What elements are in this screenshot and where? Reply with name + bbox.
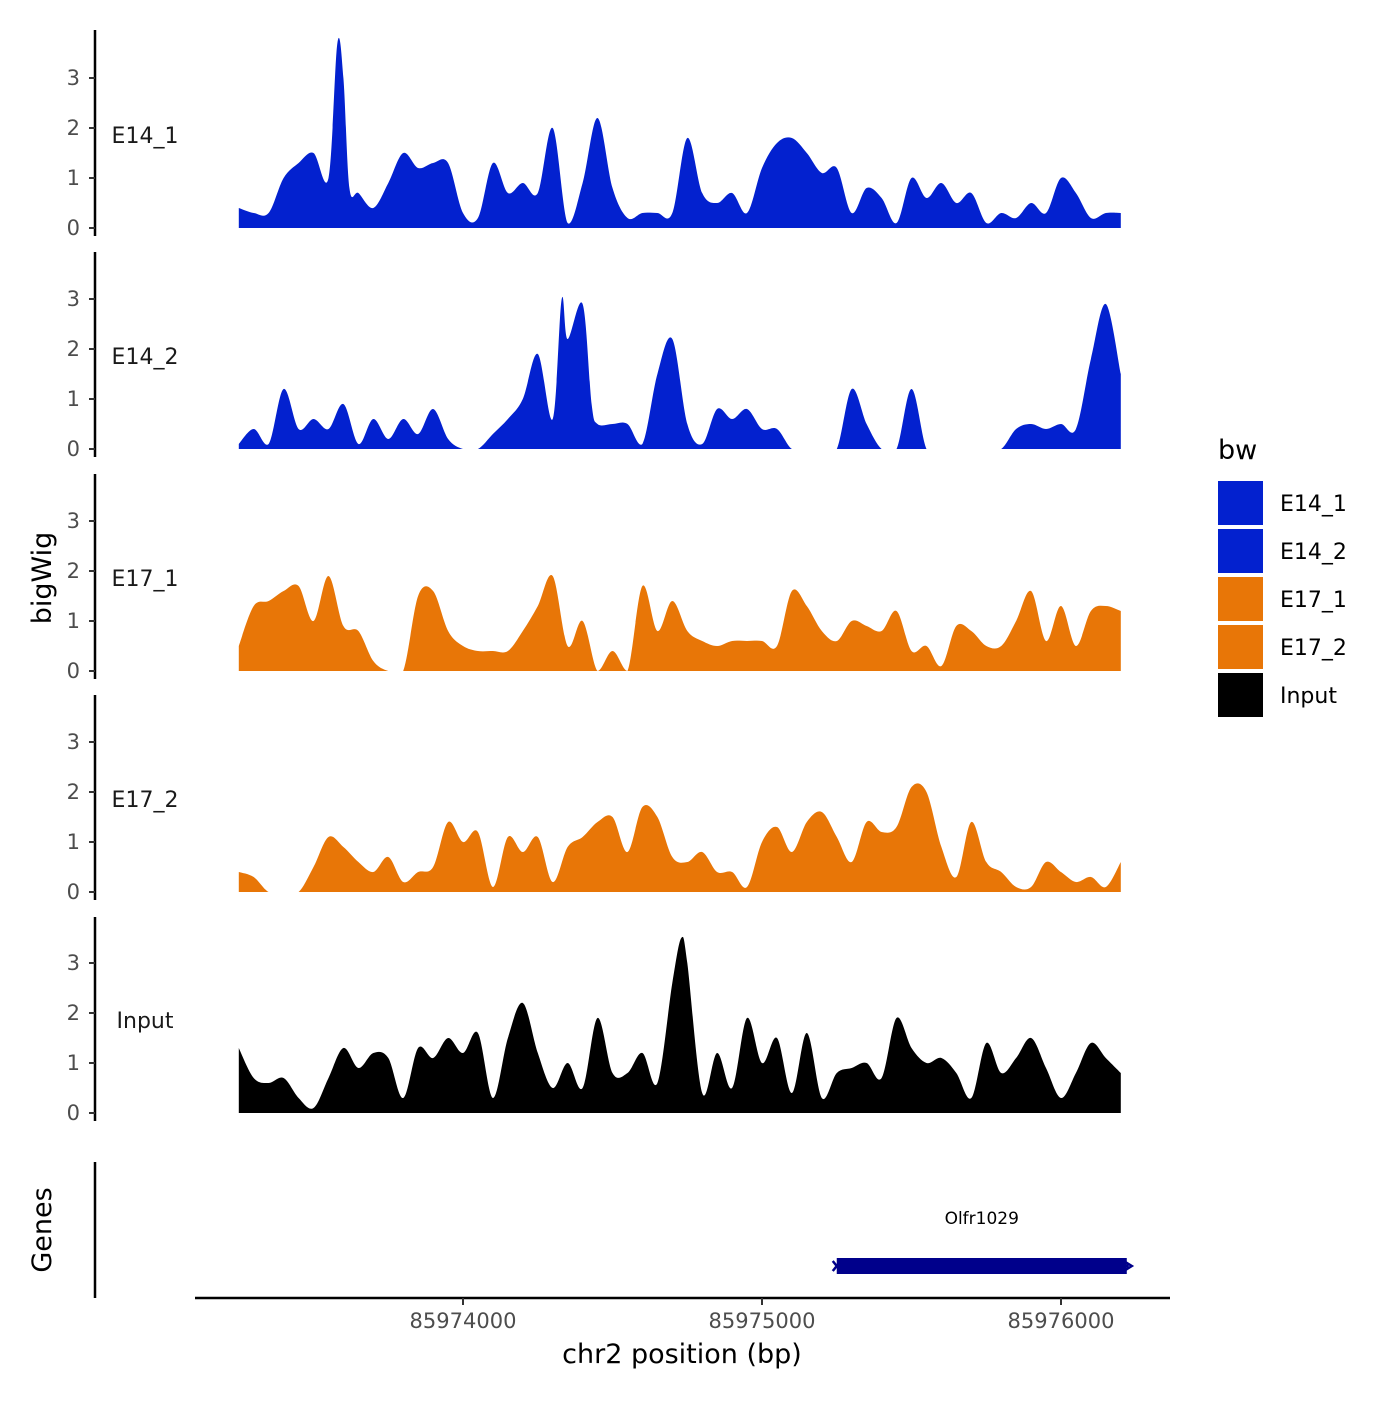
legend-item-input: Input — [1218, 673, 1337, 717]
legend: bw E14_1 E14_2 E17_1 E17_2 Input — [1218, 435, 1347, 717]
gene-olfr1029: Olfr1029 — [831, 1209, 1135, 1274]
y-tick-label: 2 — [67, 116, 80, 140]
legend-label: Input — [1280, 684, 1337, 709]
track-label-input: Input — [117, 1009, 174, 1034]
track-panel-e14-2: 0 1 2 3 E14_2 — [67, 252, 1121, 461]
gene-track-title: Genes — [27, 1187, 58, 1272]
y-tick-label: 1 — [67, 830, 80, 854]
x-tick-label: 85975000 — [709, 1309, 816, 1333]
strand-arrow-icon — [831, 1260, 842, 1272]
strand-end-icon — [1123, 1259, 1135, 1273]
gene-track: Genes Olfr1029 — [27, 1162, 1135, 1298]
signal-area-e17-1 — [238, 574, 1121, 671]
legend-title: bw — [1218, 435, 1257, 466]
legend-item-e14-1: E14_1 — [1218, 481, 1347, 525]
y-tick-label: 0 — [67, 216, 80, 240]
track-label-e17-1: E17_1 — [112, 567, 179, 592]
legend-swatch — [1218, 529, 1263, 573]
legend-item-e17-1: E17_1 — [1218, 577, 1347, 621]
x-tick-label: 85976000 — [1008, 1309, 1115, 1333]
y-tick-label: 2 — [67, 337, 80, 361]
legend-swatch — [1218, 625, 1263, 669]
legend-item-e17-2: E17_2 — [1218, 625, 1347, 669]
legend-swatch — [1218, 673, 1263, 717]
track-panel-e14-1: 0 1 2 3 E14_1 — [67, 30, 1121, 240]
legend-label: E17_2 — [1280, 636, 1347, 661]
legend-label: E17_1 — [1280, 588, 1347, 613]
y-tick-label: 3 — [67, 730, 80, 754]
y-tick-label: 0 — [67, 437, 80, 461]
signal-area-e14-2 — [238, 296, 1121, 449]
track-label-e14-1: E14_1 — [112, 124, 179, 149]
x-axis-ticks: 85974000 85975000 85976000 — [410, 1298, 1115, 1333]
track-panel-input: 0 1 2 3 Input — [67, 917, 1121, 1125]
legend-swatch — [1218, 577, 1263, 621]
signal-area-e17-2 — [238, 783, 1121, 892]
track-label-e17-2: E17_2 — [112, 788, 179, 813]
legend-items: E14_1 E14_2 E17_1 E17_2 Input — [1218, 481, 1347, 717]
legend-label: E14_2 — [1280, 540, 1347, 565]
y-tick-label: 1 — [67, 609, 80, 633]
y-tick-label: 3 — [67, 951, 80, 975]
gene-label: Olfr1029 — [945, 1209, 1019, 1229]
signal-area-e14-1 — [238, 37, 1121, 229]
y-tick-label: 2 — [67, 1001, 80, 1025]
x-axis-title: chr2 position (bp) — [562, 1339, 802, 1370]
x-tick-label: 85974000 — [410, 1309, 517, 1333]
y-tick-label: 3 — [67, 66, 80, 90]
y-tick-label: 1 — [67, 387, 80, 411]
y-tick-label: 1 — [67, 166, 80, 190]
legend-label: E14_1 — [1280, 492, 1347, 517]
track-label-e14-2: E14_2 — [112, 345, 179, 370]
y-tick-label: 0 — [67, 659, 80, 683]
y-tick-label: 1 — [67, 1051, 80, 1075]
y-tick-label: 3 — [67, 509, 80, 533]
x-axis: 85974000 85975000 85976000 chr2 position (… — [195, 1296, 1170, 1370]
track-panels: 0 1 2 3 E14_1 0 1 2 3 E14_2 0 1 2 3 E17_1 0 1 2 3 E17_2 0 1 2 3… — [67, 30, 1121, 1125]
y-tick-label: 0 — [67, 1101, 80, 1125]
y-tick-label: 2 — [67, 559, 80, 583]
track-panel-e17-2: 0 1 2 3 E17_2 — [67, 695, 1121, 904]
y-tick-label: 2 — [67, 780, 80, 804]
legend-swatch — [1218, 481, 1263, 525]
y-tick-label: 0 — [67, 880, 80, 904]
legend-item-e14-2: E14_2 — [1218, 529, 1347, 573]
y-axis-title: bigWig — [27, 532, 58, 625]
track-panel-e17-1: 0 1 2 3 E17_1 — [67, 474, 1121, 683]
gene-features: Olfr1029 — [831, 1209, 1135, 1274]
y-tick-label: 3 — [67, 287, 80, 311]
signal-area-input — [238, 936, 1121, 1113]
